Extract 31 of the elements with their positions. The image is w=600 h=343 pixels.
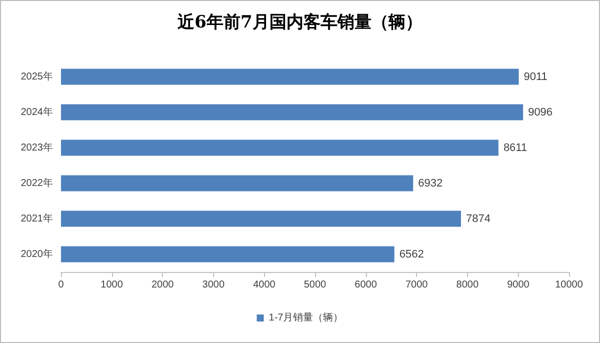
data-label: 6932 [418, 177, 443, 190]
bar [61, 140, 498, 156]
chart-title: 近6年前7月国内客车销量（辆） [176, 12, 422, 32]
x-tick-label: 0 [58, 280, 64, 290]
data-label: 7874 [466, 212, 490, 225]
x-tick-label: 3000 [202, 280, 225, 290]
x-tick-label: 8000 [456, 280, 479, 290]
data-label: 9096 [528, 106, 553, 118]
y-tick-label: 2025年 [20, 70, 53, 82]
y-tick-label: 2024年 [20, 106, 53, 118]
x-tick-label: 7000 [405, 280, 428, 290]
y-tick-label: 2021年 [20, 212, 53, 224]
y-tick-label: 2020年 [20, 248, 53, 260]
x-tick-label: 4000 [253, 280, 276, 290]
bar [61, 210, 461, 227]
y-tick-label: 2022年 [20, 176, 53, 189]
bar [61, 68, 519, 85]
data-label: 8611 [503, 142, 528, 154]
bar [61, 246, 394, 262]
x-tick-label: 5000 [304, 280, 327, 290]
bar [61, 175, 414, 192]
legend-label: 1-7月销量（辆） [268, 312, 344, 324]
x-tick-label: 6000 [354, 280, 378, 290]
y-tick-label: 2023年 [20, 141, 53, 154]
x-tick-label: 2000 [151, 280, 174, 290]
x-tick-label: 9000 [507, 280, 530, 290]
data-label: 9011 [524, 70, 548, 83]
data-label: 6562 [399, 248, 424, 260]
x-tick-label: 10000 [555, 280, 584, 290]
bar [61, 104, 524, 120]
x-tick-label: 1000 [100, 280, 124, 290]
